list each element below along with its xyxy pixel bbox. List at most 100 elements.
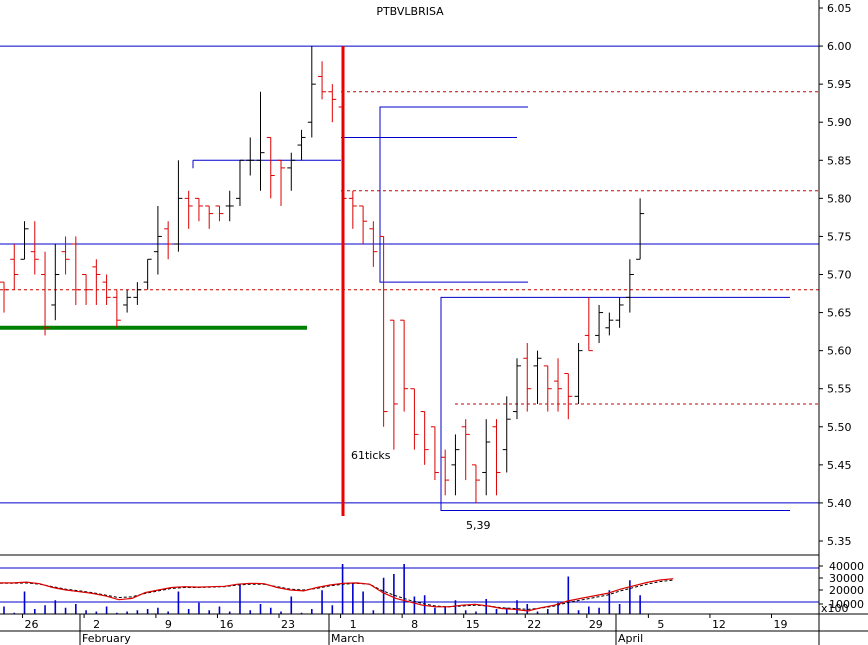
ohlc-bar xyxy=(605,312,614,336)
date-tick-label: 12 xyxy=(712,618,726,631)
volume-tick-label: 40000 xyxy=(829,560,864,573)
volume-tick-label: 10000 xyxy=(829,598,864,611)
ohlc-bar xyxy=(0,281,8,313)
date-tick-label: 8 xyxy=(411,618,418,631)
price-tick-label: 5.75 xyxy=(827,230,852,243)
ohlc-bar xyxy=(20,221,29,260)
oscillator-main-line xyxy=(0,578,674,612)
ohlc-bar xyxy=(71,236,80,305)
ohlc-bar xyxy=(318,61,327,100)
ohlc-bar xyxy=(389,319,398,450)
ohlc-bar xyxy=(287,152,296,191)
price-tick-label: 5.50 xyxy=(827,421,852,434)
price-tick-label: 5.85 xyxy=(827,154,852,167)
date-tick-label: 2 xyxy=(93,618,100,631)
ohlc-bar xyxy=(277,159,286,206)
ohlc-bar xyxy=(441,449,450,496)
volume-tick-label: 20000 xyxy=(829,584,864,597)
ohlc-bar xyxy=(492,419,501,496)
ohlc-bar xyxy=(102,274,111,305)
ohlc-bar xyxy=(348,190,357,229)
ohlc-bar xyxy=(215,205,224,222)
ohlc-bar xyxy=(61,236,70,275)
date-tick-label: 29 xyxy=(589,618,603,631)
price-tick-label: 5.55 xyxy=(827,383,852,396)
ohlc-bar xyxy=(143,258,152,290)
ohlc-bar xyxy=(584,297,593,352)
ohlc-bar xyxy=(82,274,91,305)
price-tick-label: 5.65 xyxy=(827,307,852,320)
volume-unit-label: x100 xyxy=(821,602,849,615)
low-annotation: 5,39 xyxy=(466,519,491,532)
ohlc-bar xyxy=(338,106,347,214)
ohlc-bar xyxy=(574,343,583,404)
ohlc-bar xyxy=(369,221,378,267)
ohlc-bar xyxy=(235,159,244,206)
price-tick-label: 6.05 xyxy=(827,2,852,15)
ticks-annotation: 61ticks xyxy=(351,449,391,462)
month-label: February xyxy=(82,632,131,645)
ohlc-bar xyxy=(194,197,203,222)
date-tick-label: 16 xyxy=(219,618,233,631)
ohlc-bar xyxy=(625,259,634,313)
date-tick-label: 1 xyxy=(350,618,357,631)
date-tick-label: 15 xyxy=(466,618,480,631)
date-tick-label: 22 xyxy=(527,618,541,631)
price-tick-label: 5.80 xyxy=(827,192,852,205)
price-tick-label: 5.45 xyxy=(827,459,852,472)
date-tick-label: 9 xyxy=(165,618,172,631)
ohlc-bar xyxy=(533,350,542,404)
ohlc-bar xyxy=(30,221,39,275)
ohlc-bar xyxy=(400,319,409,412)
ohlc-bar xyxy=(174,160,183,252)
ohlc-bar xyxy=(482,419,491,496)
price-tick-label: 5.60 xyxy=(827,345,852,358)
volume-tick-label: 30000 xyxy=(829,572,864,585)
ohlc-bar xyxy=(41,251,50,336)
consolidation-box xyxy=(440,296,790,512)
ohlc-bar xyxy=(359,205,368,245)
ohlc-bar xyxy=(123,289,132,313)
month-label: April xyxy=(618,632,643,645)
ohlc-bar xyxy=(513,358,521,420)
ohlc-bar xyxy=(636,198,645,260)
ohlc-bar xyxy=(451,434,460,496)
ohlc-bar xyxy=(410,388,419,450)
month-label: March xyxy=(331,632,365,645)
ohlc-bar xyxy=(471,464,480,503)
ohlc-bar xyxy=(92,259,101,305)
ohlc-bar xyxy=(256,91,265,191)
ohlc-bar xyxy=(133,282,142,305)
ohlc-bar xyxy=(51,244,60,321)
ohlc-bar xyxy=(205,205,214,229)
ohlc-bar xyxy=(266,136,275,199)
price-tick-label: 6.00 xyxy=(827,40,852,53)
ohlc-bar xyxy=(543,365,552,412)
ohlc-bar xyxy=(246,137,255,176)
ohlc-bar xyxy=(523,343,532,412)
date-tick-label: 5 xyxy=(657,618,664,631)
ohlc-bar xyxy=(184,190,193,229)
ohlc-bar xyxy=(225,190,234,222)
ohlc-bar xyxy=(297,129,306,161)
price-tick-label: 5.40 xyxy=(827,497,852,510)
ohlc-bar xyxy=(502,396,511,473)
ohlc-bar xyxy=(595,304,604,344)
price-tick-label: 5.35 xyxy=(827,535,852,548)
ohlc-bar xyxy=(430,426,439,481)
ohlc-bar xyxy=(328,84,337,123)
ohlc-bar xyxy=(461,419,470,481)
price-tick-label: 5.90 xyxy=(827,116,852,129)
target-box xyxy=(379,106,528,283)
date-tick-label: 23 xyxy=(281,618,295,631)
date-tick-label: 19 xyxy=(774,618,788,631)
ohlc-bar xyxy=(307,46,316,138)
ohlc-bar xyxy=(420,411,429,465)
ohlc-bar xyxy=(164,221,173,260)
date-tick-label: 26 xyxy=(25,618,39,631)
price-tick-label: 5.70 xyxy=(827,269,852,282)
price-tick-label: 5.95 xyxy=(827,78,852,91)
ohlc-bar xyxy=(615,297,624,328)
